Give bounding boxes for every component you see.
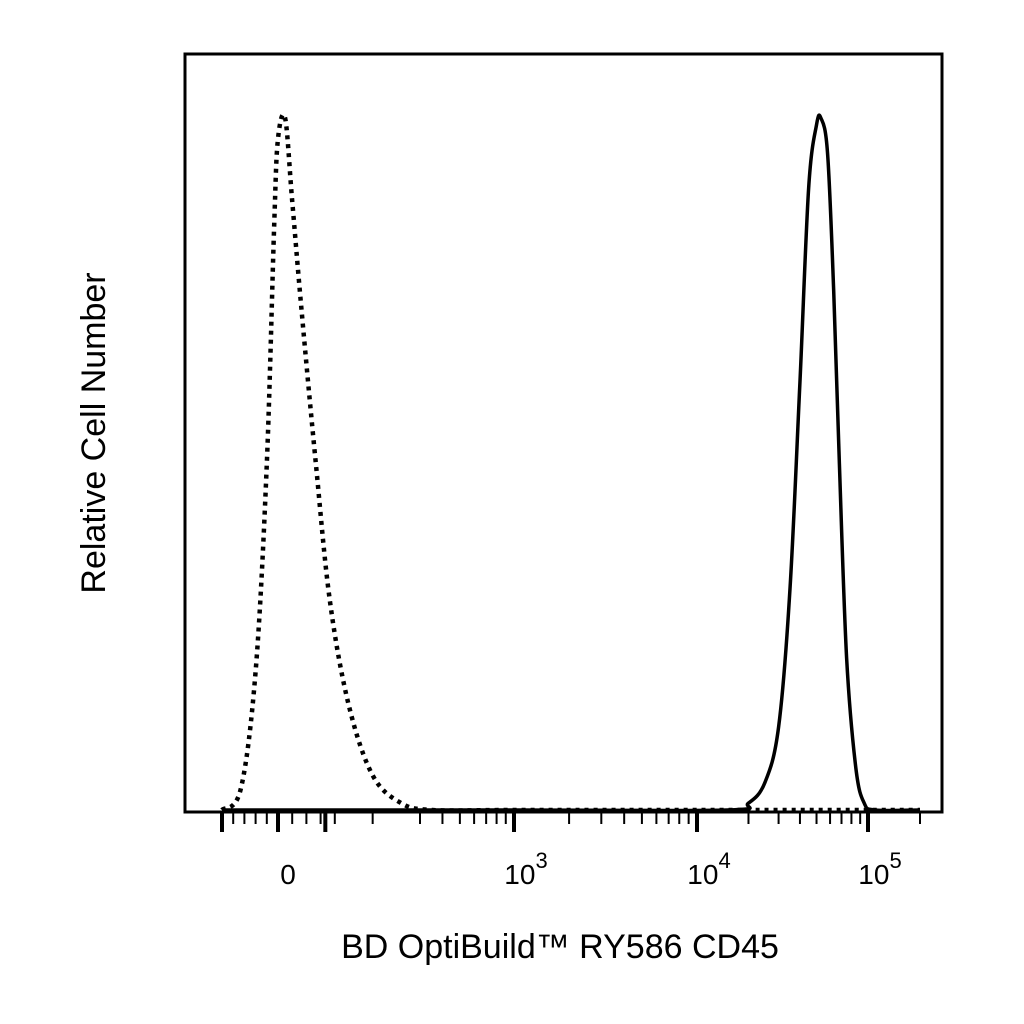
x-major-ticks bbox=[220, 812, 870, 832]
series-line-solid bbox=[222, 113, 921, 813]
x-tick-label: 0 bbox=[280, 859, 296, 890]
x-tick-label: 104 bbox=[687, 848, 730, 890]
series-layer bbox=[220, 112, 921, 813]
plot-frame bbox=[183, 52, 944, 814]
y-axis-label: Relative Cell Number bbox=[75, 272, 113, 593]
x-minor-ticks bbox=[232, 812, 921, 824]
x-tick-label: 105 bbox=[858, 848, 901, 890]
x-tick-labels: 0 103 104 105 bbox=[280, 848, 901, 890]
series-line-dotted bbox=[220, 112, 920, 813]
x-tick-label: 103 bbox=[504, 848, 547, 890]
x-axis-label: BD OptiBuild™ RY586 CD45 bbox=[341, 928, 779, 966]
